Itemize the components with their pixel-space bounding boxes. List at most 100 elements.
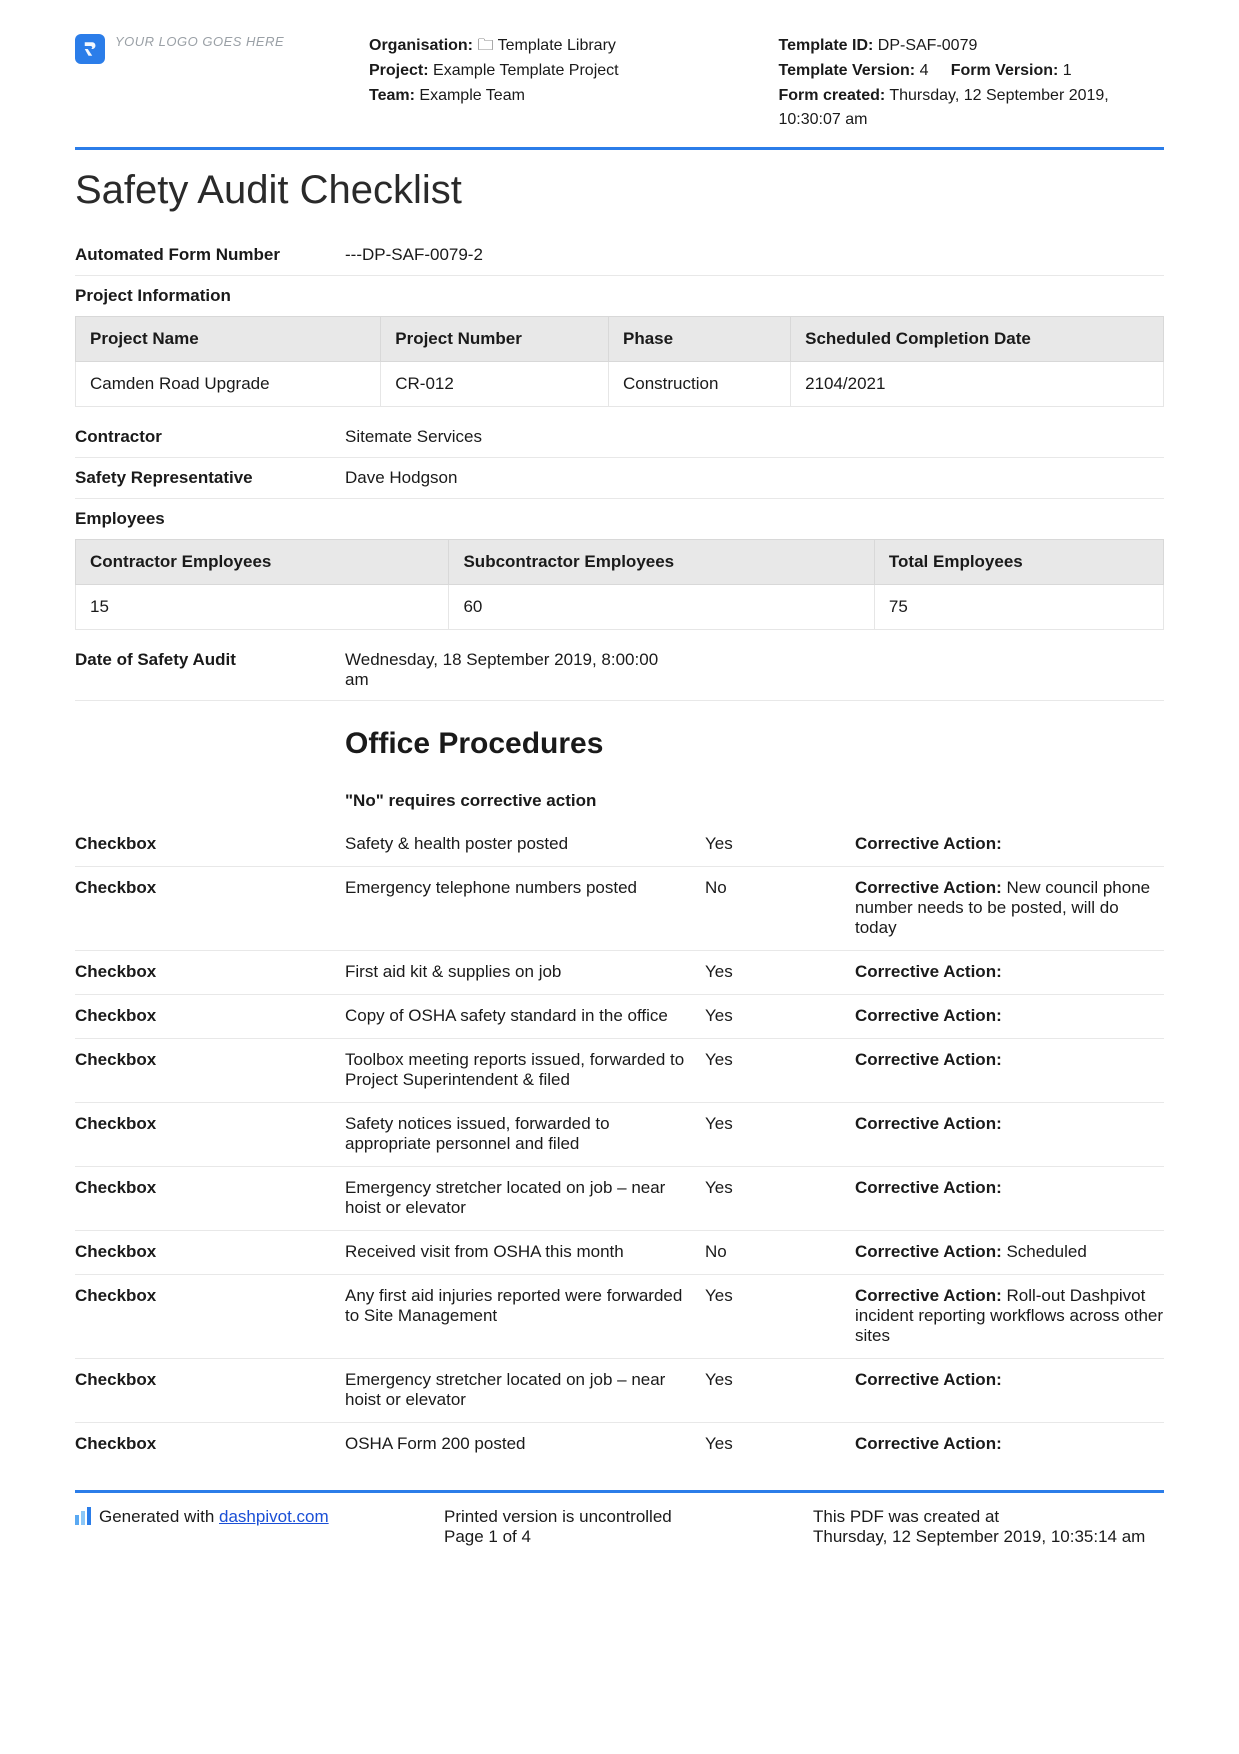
project-info-table: Project Name Project Number Phase Schedu…	[75, 316, 1164, 407]
checklist-item-answer: Yes	[705, 1050, 855, 1090]
checklist-item-desc: First aid kit & supplies on job	[345, 962, 705, 982]
footer-created-value: Thursday, 12 September 2019, 10:35:14 am	[813, 1527, 1164, 1547]
template-version-label: Template Version:	[779, 62, 916, 79]
checklist-row: CheckboxAny first aid injuries reported …	[75, 1275, 1164, 1359]
emp-td-0: 15	[76, 584, 449, 629]
proj-th-3: Scheduled Completion Date	[791, 316, 1164, 361]
checkbox-label: Checkbox	[75, 1242, 345, 1262]
audit-date-row: Date of Safety Audit Wednesday, 18 Septe…	[75, 640, 1164, 701]
header-rule	[75, 147, 1164, 150]
checklist-item-action: Corrective Action:	[855, 834, 1164, 854]
checklist-item-desc: OSHA Form 200 posted	[345, 1434, 705, 1454]
checklist-item-desc: Safety notices issued, forwarded to appr…	[345, 1114, 705, 1154]
section-note: "No" requires corrective action	[345, 791, 1164, 811]
checkbox-label: Checkbox	[75, 1050, 345, 1090]
afn-value: ---DP-SAF-0079-2	[345, 245, 1164, 265]
office-procedures-block: Office Procedures "No" requires correcti…	[345, 727, 1164, 811]
table-row: Camden Road Upgrade CR-012 Construction …	[76, 361, 1164, 406]
footer-rule	[75, 1490, 1164, 1493]
checklist-item-answer: Yes	[705, 1006, 855, 1026]
checklist-row: CheckboxCopy of OSHA safety standard in …	[75, 995, 1164, 1039]
safety-rep-value: Dave Hodgson	[345, 468, 1164, 488]
checklist-row: CheckboxOSHA Form 200 postedYesCorrectiv…	[75, 1423, 1164, 1466]
checklist-item-action: Corrective Action:	[855, 1006, 1164, 1026]
checklist-item-desc: Toolbox meeting reports issued, forwarde…	[345, 1050, 705, 1090]
template-version-value: 4	[920, 62, 929, 79]
contractor-row: Contractor Sitemate Services	[75, 417, 1164, 458]
checklist: CheckboxSafety & health poster postedYes…	[75, 823, 1164, 1466]
document-page: YOUR LOGO GOES HERE Organisation: 🗀 Temp…	[0, 0, 1239, 1754]
checklist-row: CheckboxFirst aid kit & supplies on jobY…	[75, 951, 1164, 995]
form-version-label: Form Version:	[951, 62, 1059, 79]
header-mid: Organisation: 🗀 Template Library Project…	[369, 34, 755, 133]
table-row: 15 60 75	[76, 584, 1164, 629]
section-title: Office Procedures	[345, 727, 1164, 761]
checklist-item-desc: Any first aid injuries reported were for…	[345, 1286, 705, 1346]
checklist-item-desc: Emergency stretcher located on job – nea…	[345, 1370, 705, 1410]
footer-right: This PDF was created at Thursday, 12 Sep…	[813, 1507, 1164, 1547]
project-info-label: Project Information	[75, 276, 1164, 310]
checklist-item-desc: Emergency stretcher located on job – nea…	[345, 1178, 705, 1218]
checkbox-label: Checkbox	[75, 1286, 345, 1346]
emp-th-1: Subcontractor Employees	[449, 539, 874, 584]
template-id-value: DP-SAF-0079	[878, 37, 978, 54]
dashpivot-link[interactable]: dashpivot.com	[219, 1507, 329, 1526]
checklist-item-desc: Copy of OSHA safety standard in the offi…	[345, 1006, 705, 1026]
checklist-item-action: Corrective Action: Roll-out Dashpivot in…	[855, 1286, 1164, 1346]
proj-td-1: CR-012	[381, 361, 609, 406]
checkbox-label: Checkbox	[75, 1370, 345, 1410]
project-value: Example Template Project	[433, 62, 619, 79]
checkbox-label: Checkbox	[75, 878, 345, 938]
document-header: YOUR LOGO GOES HERE Organisation: 🗀 Temp…	[75, 34, 1164, 133]
checklist-row: CheckboxToolbox meeting reports issued, …	[75, 1039, 1164, 1103]
emp-th-2: Total Employees	[874, 539, 1163, 584]
checklist-item-answer: No	[705, 878, 855, 938]
afn-label: Automated Form Number	[75, 245, 345, 265]
checklist-item-answer: Yes	[705, 1370, 855, 1410]
checklist-item-desc: Emergency telephone numbers posted	[345, 878, 705, 938]
audit-date-value: Wednesday, 18 September 2019, 8:00:00 am	[345, 650, 685, 690]
contractor-label: Contractor	[75, 427, 345, 447]
project-label: Project:	[369, 62, 429, 79]
checklist-row: CheckboxEmergency stretcher located on j…	[75, 1167, 1164, 1231]
checklist-item-action: Corrective Action: Scheduled	[855, 1242, 1164, 1262]
checklist-item-answer: No	[705, 1242, 855, 1262]
checklist-item-desc: Received visit from OSHA this month	[345, 1242, 705, 1262]
checklist-item-answer: Yes	[705, 834, 855, 854]
checklist-item-answer: Yes	[705, 1178, 855, 1218]
checkbox-label: Checkbox	[75, 1006, 345, 1026]
checklist-item-answer: Yes	[705, 962, 855, 982]
document-title: Safety Audit Checklist	[75, 168, 1164, 213]
checkbox-label: Checkbox	[75, 1114, 345, 1154]
footer-left: Generated with dashpivot.com	[75, 1507, 420, 1547]
checklist-item-action: Corrective Action:	[855, 962, 1164, 982]
dashpivot-icon	[75, 1507, 91, 1525]
logo-block: YOUR LOGO GOES HERE	[75, 34, 345, 133]
checklist-row: CheckboxReceived visit from OSHA this mo…	[75, 1231, 1164, 1275]
checklist-row: CheckboxSafety & health poster postedYes…	[75, 823, 1164, 867]
proj-td-0: Camden Road Upgrade	[76, 361, 381, 406]
safety-rep-row: Safety Representative Dave Hodgson	[75, 458, 1164, 499]
checklist-item-answer: Yes	[705, 1114, 855, 1154]
logo-placeholder-text: YOUR LOGO GOES HERE	[115, 34, 284, 49]
org-label: Organisation:	[369, 37, 473, 54]
footer-page: Page 1 of 4	[444, 1527, 789, 1547]
checklist-row: CheckboxEmergency telephone numbers post…	[75, 867, 1164, 951]
template-id-label: Template ID:	[779, 37, 874, 54]
footer-mid: Printed version is uncontrolled Page 1 o…	[444, 1507, 789, 1547]
footer-created-label: This PDF was created at	[813, 1507, 1164, 1527]
org-value: Template Library	[498, 37, 616, 54]
document-footer: Generated with dashpivot.com Printed ver…	[75, 1507, 1164, 1547]
checklist-item-action: Corrective Action:	[855, 1050, 1164, 1090]
checklist-item-action: Corrective Action:	[855, 1178, 1164, 1218]
team-label: Team:	[369, 87, 415, 104]
safety-rep-label: Safety Representative	[75, 468, 345, 488]
checkbox-label: Checkbox	[75, 962, 345, 982]
proj-th-1: Project Number	[381, 316, 609, 361]
checklist-row: CheckboxSafety notices issued, forwarded…	[75, 1103, 1164, 1167]
logo-icon	[75, 34, 105, 64]
checkbox-label: Checkbox	[75, 1434, 345, 1454]
emp-th-0: Contractor Employees	[76, 539, 449, 584]
contractor-value: Sitemate Services	[345, 427, 1164, 447]
audit-date-label: Date of Safety Audit	[75, 650, 345, 690]
